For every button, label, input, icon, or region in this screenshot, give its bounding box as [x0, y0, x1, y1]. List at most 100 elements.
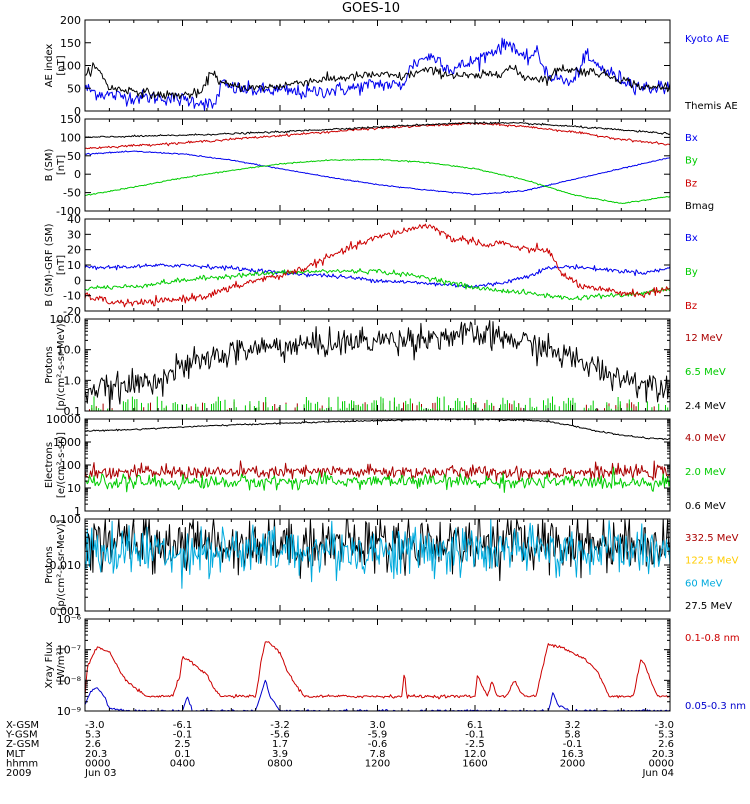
series-electrons-0	[85, 460, 670, 483]
panel-frame-ae	[84, 19, 671, 112]
legend-bdiff-0: Bx	[685, 233, 698, 244]
xaxis-value-4-2: 0800	[267, 758, 292, 769]
legend-bfield-1: By	[685, 156, 698, 167]
series-protons_low-2	[85, 320, 670, 411]
ytick-label-xray-2: 10⁻⁷	[57, 644, 81, 657]
panel-xray: 10⁻⁹ 10⁻⁸ 10⁻⁷ 10⁻⁶ Xray Flux [W/m²] 0.1-0.8 n…	[44, 613, 746, 718]
legend-protons_low-1: 6.5 MeV	[685, 367, 726, 378]
xaxis-value-3-6: 20.3	[652, 749, 674, 760]
ytick-label-bdiff-3: 10	[67, 259, 81, 272]
ylabel-protons_low-0: Protons	[44, 346, 55, 383]
xaxis-value-4-4: 1600	[462, 758, 487, 769]
xaxis-value-0-0: -3.0	[85, 720, 105, 731]
panel-protons_low: 0.1 1.0 10.0 100.0 Protons [p/(cm²-s-sr-MeV)]…	[44, 313, 726, 418]
legend-bfield-0: Bx	[685, 133, 698, 144]
legend-bdiff-1: By	[685, 267, 698, 278]
legend-protons_high-1: 122.5 MeV	[685, 556, 739, 567]
panel-frame-protons_low	[84, 318, 671, 412]
ytick-label-ae-1: 50	[67, 82, 81, 95]
ytick-label-electrons-0: 1	[74, 505, 81, 518]
legend-electrons-2: 0.6 MeV	[685, 501, 726, 512]
ytick-label-electrons-3: 1000	[53, 436, 81, 449]
legend-ae-1: Themis AE	[684, 101, 738, 112]
ytick-label-ae-0: 0	[74, 105, 81, 118]
ylabel-protons_low-1: [p/(cm²-s-sr-MeV)]	[56, 319, 67, 410]
minor-ticks-protons_low	[85, 319, 670, 403]
ytick-label-bfield-3: 50	[67, 150, 81, 163]
ytick-label-protons_low-1: 1.0	[64, 374, 82, 387]
xaxis-value-3-3: 7.8	[370, 749, 386, 760]
ytick-label-bdiff-0: -20	[63, 305, 81, 318]
xaxis-value-1-4: -0.1	[465, 730, 485, 741]
xaxis-value-1-1: -0.1	[173, 730, 193, 741]
ytick-label-bdiff-5: 30	[67, 228, 81, 241]
xaxis-value-4-0: 0000	[85, 758, 110, 769]
xaxis-value-1-5: 5.8	[565, 730, 581, 741]
xaxis-value-5-6: Jun 04	[641, 768, 674, 779]
xticks-ae	[84, 20, 671, 111]
series-xray-0	[85, 641, 670, 700]
xaxis-row-label-3: MLT	[6, 749, 26, 760]
legend-xray-1: 0.05-0.3 nm	[685, 701, 746, 712]
legend-ae-0: Kyoto AE	[685, 34, 729, 45]
xaxis-value-1-2: -5.6	[270, 730, 290, 741]
xaxis-row-label-2: Z-GSM	[6, 739, 39, 750]
xaxis-value-3-4: 12.0	[464, 749, 486, 760]
xaxis-row-label-1: Y-GSM	[5, 730, 38, 741]
series-bfield-2	[85, 122, 670, 150]
ytick-label-bdiff-2: 0	[74, 274, 81, 287]
ytick-label-ae-2: 100	[60, 60, 81, 73]
series-bdiff-2	[85, 223, 670, 308]
xaxis-row-label-5: 2009	[6, 768, 31, 779]
xaxis-value-5-0: Jun 03	[84, 768, 117, 779]
ylabel-electrons-0: Electrons	[44, 442, 55, 488]
ytick-label-bfield-5: 150	[60, 113, 81, 126]
xaxis-value-1-6: 5.3	[658, 730, 674, 741]
ytick-label-bfield-4: 100	[60, 131, 81, 144]
panel-frame-protons_high	[84, 518, 671, 612]
xticks-protons_high	[84, 519, 671, 611]
xaxis-value-0-4: 6.1	[467, 720, 483, 731]
series-bdiff-0	[85, 263, 670, 289]
panel-ae: 0 50 100 150 200 AE index [nT] Kyoto AE Themis A…	[44, 14, 738, 118]
panel-bfield: -100 -50 0 50 100 150 B (SM) [nT] Bx By Bz Bmag	[44, 113, 714, 218]
ytick-label-protons_high-1: 0.010	[50, 559, 82, 572]
minor-ticks-xray	[85, 619, 670, 703]
xaxis-value-2-6: 2.6	[658, 739, 674, 750]
legend-electrons-1: 2.0 MeV	[685, 467, 726, 478]
xaxis-value-2-0: 2.6	[85, 739, 101, 750]
legend-bfield-2: Bz	[685, 178, 697, 189]
legend-xray-0: 0.1-0.8 nm	[685, 633, 740, 644]
ytick-label-bdiff-4: 20	[67, 244, 81, 257]
ytick-label-protons_low-3: 100.0	[50, 313, 82, 326]
xticks-bdiff	[84, 219, 671, 311]
xaxis-value-0-1: -6.1	[173, 720, 193, 731]
ytick-label-bdiff-1: -10	[63, 290, 81, 303]
xaxis-value-0-6: -3.0	[654, 720, 674, 731]
ytick-label-protons_high-0: 0.001	[50, 605, 82, 618]
series-bfield-0	[85, 150, 670, 196]
ylabel-ae-1: [nT]	[56, 55, 67, 75]
ytick-label-bdiff-6: 40	[67, 213, 81, 226]
ylabel-electrons-1: [e/(cm²-s-sr)]	[56, 432, 67, 498]
xticks-electrons	[84, 419, 671, 511]
ytick-label-xray-1: 10⁻⁸	[57, 674, 82, 687]
xaxis-value-0-3: 3.0	[370, 720, 386, 731]
ytick-label-protons_low-0: 0.1	[64, 405, 82, 418]
xaxis-value-4-5: 2000	[560, 758, 585, 769]
chart-title: GOES-10	[342, 1, 400, 16]
legend-protons_high-3: 27.5 MeV	[685, 601, 732, 612]
xaxis-value-2-3: -0.6	[368, 739, 388, 750]
ytick-label-xray-3: 10⁻⁶	[57, 613, 82, 626]
ylabel-xray-1: [W/m²]	[56, 647, 67, 682]
legend-bdiff-2: Bz	[685, 301, 697, 312]
xaxis-value-1-0: 5.3	[85, 730, 101, 741]
xaxis-value-4-6: 0000	[649, 758, 674, 769]
ytick-label-bfield-1: -50	[63, 187, 81, 200]
xaxis-row-label-4: hhmm	[6, 758, 38, 769]
xaxis-value-0-5: 3.2	[565, 720, 581, 731]
xaxis-value-3-0: 20.3	[85, 749, 107, 760]
legend-protons_high-2: 60 MeV	[685, 578, 723, 589]
